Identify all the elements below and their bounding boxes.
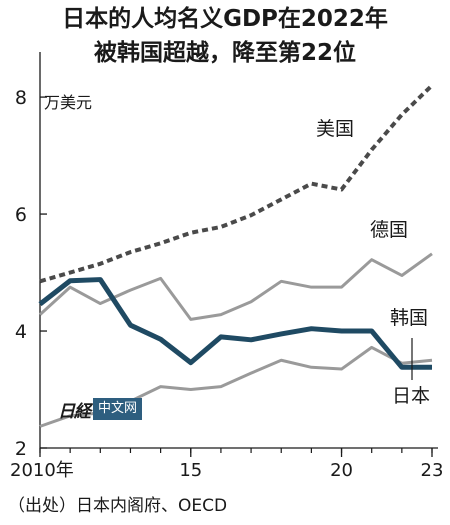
x-tick-label: 2010年 (10, 460, 74, 481)
x-tick-label: 15 (179, 460, 202, 481)
y-tick-label: 6 (15, 204, 27, 226)
series-label-德国: 德国 (370, 219, 408, 241)
series-line-日本 (38, 277, 432, 370)
series-lines (38, 83, 434, 428)
nikkei-logo-mark: 日経 (58, 401, 91, 422)
series-label-韩国: 韩国 (390, 307, 428, 329)
y-tick-label: 2 (15, 438, 27, 460)
nikkei-watermark: 日経 中文网 (58, 398, 143, 422)
chart-title-line-1: 日本的人均名义GDP在2022年 (62, 6, 388, 32)
series-line-美国 (39, 83, 434, 284)
nikkei-logo-text: 中文网 (93, 398, 143, 420)
axes: 2 4 6 8 万美元 2010年 15 20 23 (10, 52, 443, 481)
x-tick-label: 20 (330, 460, 353, 481)
y-tick-label: 4 (15, 321, 27, 343)
chart-title-line-2: 被韩国超越，降至第22位 (93, 40, 356, 66)
x-tick-label: 23 (421, 460, 444, 481)
chart-title: 日本的人均名义GDP在2022年 被韩国超越，降至第22位 (0, 2, 450, 70)
series-label-日本: 日本 (392, 385, 430, 407)
y-tick-label: 8 (15, 87, 27, 109)
series-label-美国: 美国 (316, 118, 354, 140)
y-unit-label: 万美元 (44, 93, 92, 112)
series-line-德国 (38, 252, 433, 321)
source-note: （出处）日本内阁府、OECD (8, 496, 228, 516)
